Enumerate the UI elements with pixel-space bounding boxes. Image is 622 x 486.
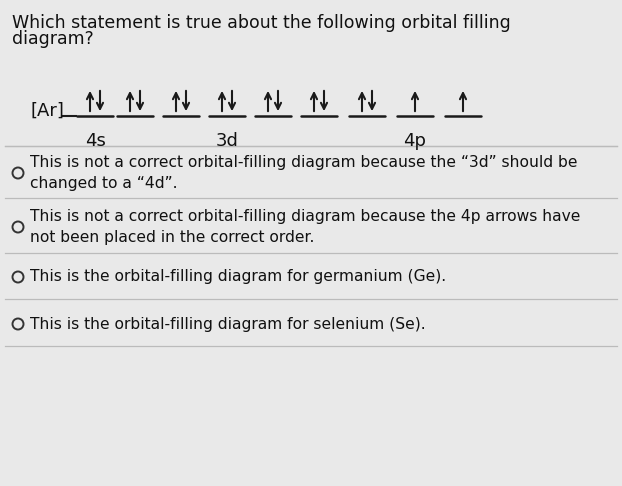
- Text: 3d: 3d: [216, 132, 238, 150]
- Text: This is the orbital-filling diagram for selenium (Se).: This is the orbital-filling diagram for …: [30, 316, 425, 331]
- Text: This is the orbital-filling diagram for germanium (Ge).: This is the orbital-filling diagram for …: [30, 270, 446, 284]
- Text: [Ar]: [Ar]: [30, 102, 64, 120]
- Text: Which statement is true about the following orbital filling: Which statement is true about the follow…: [12, 14, 511, 32]
- Text: diagram?: diagram?: [12, 30, 94, 48]
- Text: 4s: 4s: [85, 132, 106, 150]
- Text: This is not a correct orbital-filling diagram because the “3d” should be
changed: This is not a correct orbital-filling di…: [30, 155, 577, 191]
- Text: 4p: 4p: [404, 132, 427, 150]
- Text: This is not a correct orbital-filling diagram because the 4p arrows have
not bee: This is not a correct orbital-filling di…: [30, 208, 580, 245]
